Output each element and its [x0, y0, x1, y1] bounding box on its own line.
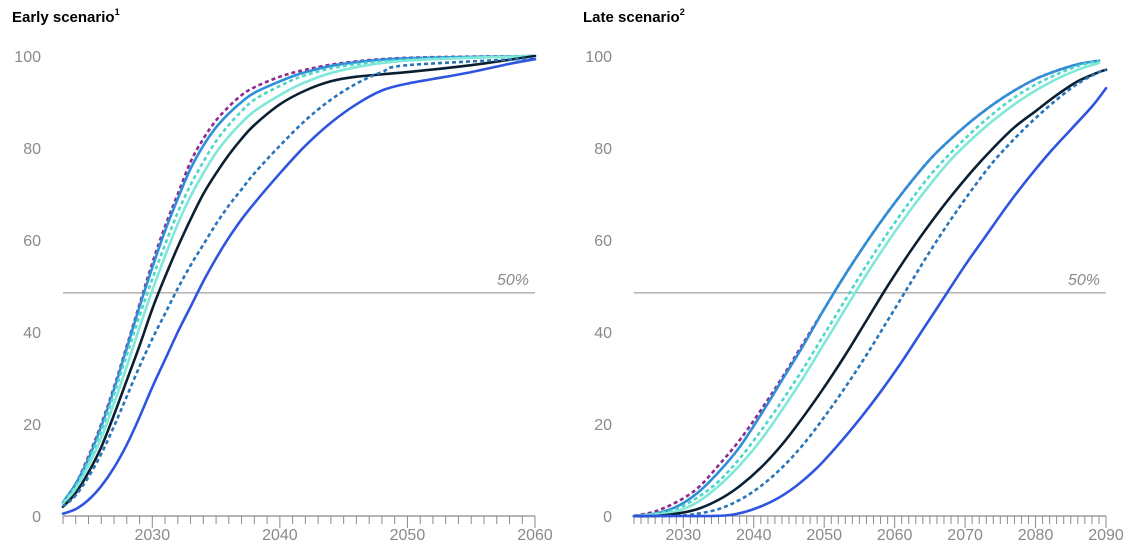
late-series-line-7 — [632, 86, 1108, 518]
late-y-tick-label: 0 — [603, 509, 612, 526]
early-series-line-4 — [61, 54, 537, 506]
late-series-line-4 — [632, 61, 1101, 518]
early-scenario-title-text: Early scenario — [12, 9, 115, 26]
early-scenario-panel: Early scenario1 0 20 40 60 80 100 2030 2040 2050… — [12, 7, 553, 544]
early-y-tick-label: 60 — [23, 233, 41, 250]
early-scenario-title: Early scenario1 — [12, 7, 120, 26]
late-x-tick-label: 2030 — [666, 527, 702, 544]
late-series-line-1 — [633, 59, 1100, 518]
late-x-tick-label: 2070 — [947, 527, 983, 544]
late-scenario-panel: Late scenario2 0 20 40 60 80 100 2030 2040 2050 2… — [571, 0, 1142, 546]
early-scenario-footnote-marker: 1 — [114, 7, 120, 17]
early-series-line-2 — [61, 54, 537, 504]
early-series-line-1 — [61, 54, 536, 503]
early-x-tick-label: 2050 — [390, 527, 426, 544]
late-scenario-title-text: Late scenario — [583, 9, 680, 26]
early-series-line-7 — [61, 57, 537, 515]
late-x-tick-label: 2060 — [877, 527, 913, 544]
late-series-line-5 — [632, 68, 1108, 518]
early-y-tick-label: 20 — [23, 417, 41, 434]
late-x-tick-label: 2080 — [1018, 527, 1054, 544]
late-series-line-3 — [633, 59, 1100, 518]
early-y-tick-label: 40 — [23, 325, 41, 342]
early-x-tick-label: 2040 — [262, 527, 298, 544]
early-series-line-3 — [61, 54, 536, 504]
early-x-tick-label: 2030 — [135, 527, 171, 544]
late-series-line-6 — [633, 68, 1107, 518]
early-y-tick-label: 0 — [32, 509, 41, 526]
late-x-tick-label: 2040 — [736, 527, 772, 544]
late-y-tick-label: 80 — [594, 141, 612, 158]
late-x-tick-label: 2050 — [806, 527, 842, 544]
late-reference-label: 50% — [1068, 272, 1100, 289]
early-series-line-5 — [61, 54, 537, 509]
late-y-tick-label: 100 — [585, 49, 612, 66]
early-series-line-6 — [62, 57, 536, 508]
late-y-tick-label: 40 — [594, 325, 612, 342]
late-scenario-footnote-marker: 2 — [679, 7, 685, 17]
late-y-tick-label: 20 — [594, 417, 612, 434]
late-x-tick-label: 2090 — [1088, 527, 1124, 544]
late-y-tick-label: 60 — [594, 233, 612, 250]
early-x-tick-label: 2060 — [517, 527, 553, 544]
early-reference-label: 50% — [497, 272, 529, 289]
late-scenario-title: Late scenario2 — [583, 7, 685, 26]
late-series-line-2 — [632, 59, 1101, 518]
early-y-tick-label: 80 — [23, 141, 41, 158]
early-y-tick-label: 100 — [14, 49, 41, 66]
